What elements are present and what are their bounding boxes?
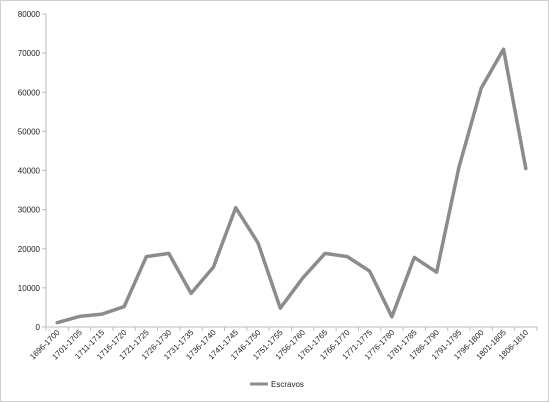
data-point xyxy=(234,206,237,209)
data-point xyxy=(524,167,528,170)
data-point xyxy=(189,292,193,295)
legend: Escravos xyxy=(250,380,304,389)
data-point xyxy=(368,269,371,273)
y-tick-label: 10000 xyxy=(18,284,41,293)
data-point xyxy=(502,48,505,51)
legend-label: Escravos xyxy=(271,380,304,389)
data-point xyxy=(122,305,126,308)
y-tick-label: 20000 xyxy=(18,245,41,254)
data-point xyxy=(78,315,81,318)
data-point xyxy=(145,255,148,258)
y-axis-ticks: 0 10000 20000 30000 40000 50000 60000 70000 8000… xyxy=(18,10,46,332)
y-tick-label: 0 xyxy=(36,323,41,332)
y-tick-label: 30000 xyxy=(18,206,41,215)
data-point xyxy=(55,321,59,324)
y-tick-label: 40000 xyxy=(18,167,41,176)
x-axis-ticks: 1696-17001701-17051711-17151716-17201721… xyxy=(28,327,538,361)
y-tick-label: 70000 xyxy=(18,49,41,58)
data-point xyxy=(413,256,416,259)
data-point xyxy=(457,166,461,169)
data-point xyxy=(100,312,103,316)
data-point xyxy=(212,265,215,269)
axes xyxy=(45,14,537,328)
data-point xyxy=(301,276,304,280)
data-point xyxy=(256,241,260,245)
y-tick-label: 60000 xyxy=(18,88,41,97)
series-layer xyxy=(55,47,528,325)
y-tick-label: 50000 xyxy=(18,127,41,136)
data-point xyxy=(480,87,483,90)
data-point xyxy=(279,307,282,310)
y-tick-label: 80000 xyxy=(18,10,41,19)
data-point xyxy=(390,315,394,319)
series-line-escravos xyxy=(55,47,528,325)
data-point xyxy=(323,252,327,255)
data-point xyxy=(167,252,170,255)
data-point xyxy=(435,271,438,274)
data-point xyxy=(346,255,349,258)
